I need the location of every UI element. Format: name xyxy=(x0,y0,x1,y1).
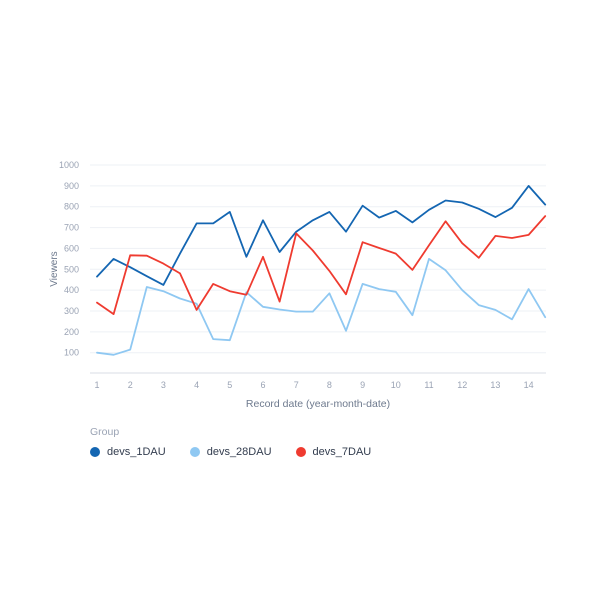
x-tick-label: 10 xyxy=(391,380,401,390)
x-tick-label: 2 xyxy=(128,380,133,390)
series-lines xyxy=(96,184,547,356)
y-axis-tick-labels: 100 200 300 400 500 600 700 800 900 1000 xyxy=(59,160,79,358)
legend-item-devs_1DAU[interactable]: devs_1DAU xyxy=(90,446,166,458)
y-tick-label: 1000 xyxy=(59,160,79,170)
y-tick-label: 400 xyxy=(64,285,79,295)
x-tick-label: 14 xyxy=(524,380,534,390)
x-tick-label: 7 xyxy=(294,380,299,390)
legend-items: devs_1DAU devs_28DAU devs_7DAU xyxy=(90,446,371,458)
gridlines xyxy=(90,164,546,354)
x-tick-label: 4 xyxy=(194,380,199,390)
legend-dot-icon xyxy=(90,447,100,457)
y-tick-label: 100 xyxy=(64,348,79,358)
x-tick-label: 12 xyxy=(457,380,467,390)
y-tick-label: 700 xyxy=(64,223,79,233)
series-line-devs_7DAU xyxy=(96,215,547,316)
y-tick-label: 300 xyxy=(64,306,79,316)
legend-item-devs_28DAU[interactable]: devs_28DAU xyxy=(189,446,272,458)
x-tick-label: 6 xyxy=(260,380,265,390)
y-axis-title: Viewers xyxy=(49,251,60,286)
legend-item-devs_7DAU[interactable]: devs_7DAU xyxy=(295,446,372,458)
x-tick-label: 13 xyxy=(490,380,500,390)
x-axis-title: Record date (year-month-date) xyxy=(246,398,390,410)
x-tick-label: 9 xyxy=(360,380,365,390)
x-tick-label: 3 xyxy=(161,380,166,390)
y-tick-label: 900 xyxy=(64,181,79,191)
x-tick-label: 8 xyxy=(327,380,332,390)
legend-item-label: devs_7DAU xyxy=(312,446,372,458)
legend-dot-icon xyxy=(189,447,200,457)
y-tick-label: 200 xyxy=(64,327,79,337)
x-tick-label: 5 xyxy=(227,380,232,390)
legend-item-label: devs_28DAU xyxy=(206,446,272,458)
y-tick-label: 500 xyxy=(64,264,79,274)
legend-title: Group xyxy=(90,426,120,438)
legend-dot-icon xyxy=(295,447,306,457)
series-line-devs_1DAU xyxy=(96,184,547,286)
legend: Group devs_1DAU devs_28DAU devs_7DAU xyxy=(90,426,371,458)
series-line-devs_28DAU xyxy=(96,257,547,356)
y-tick-label: 600 xyxy=(64,243,79,253)
y-tick-label: 800 xyxy=(64,202,79,212)
x-tick-label: 11 xyxy=(424,380,433,390)
x-tick-label: 1 xyxy=(94,380,99,390)
legend-item-label: devs_1DAU xyxy=(107,446,166,458)
x-axis-tick-labels: 1 2 3 4 5 6 7 8 9 10 11 12 13 14 xyxy=(94,380,533,390)
